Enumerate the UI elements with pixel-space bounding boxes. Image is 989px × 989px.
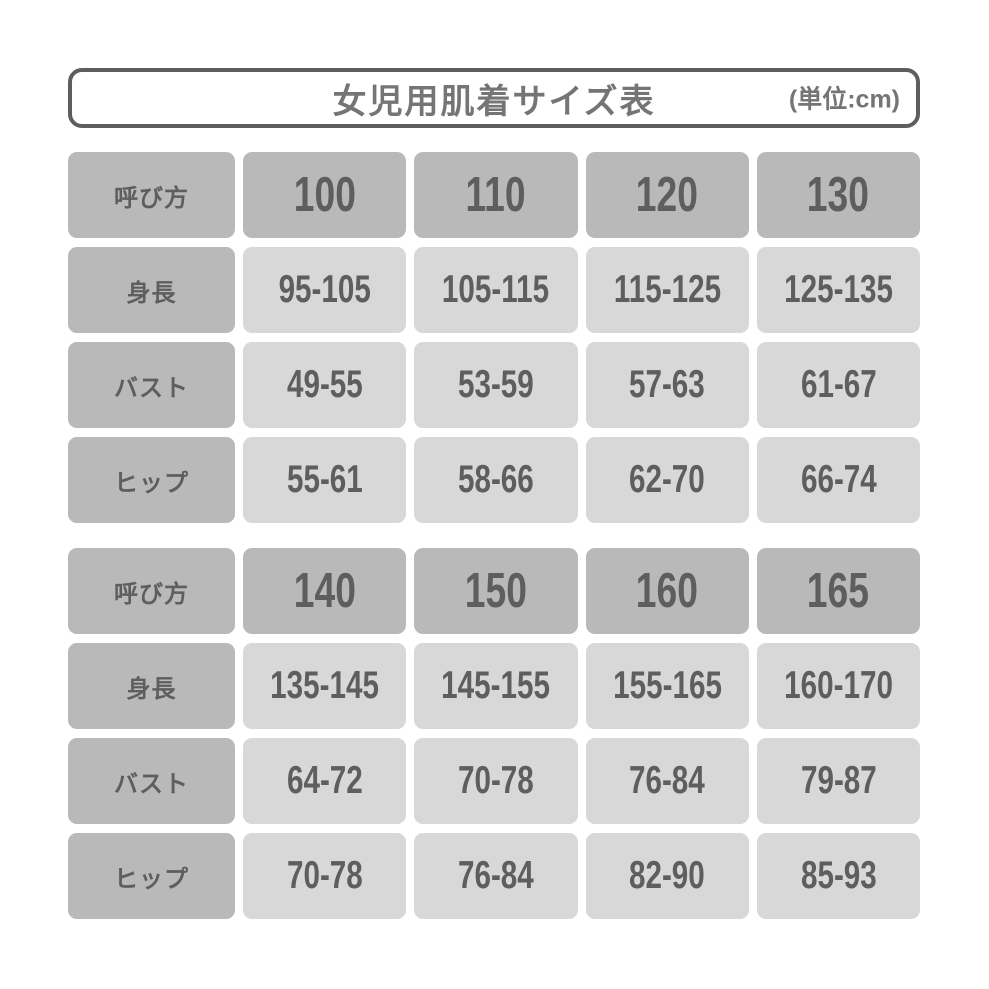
title-box: 女児用肌着サイズ表 (単位:cm): [68, 68, 920, 128]
page-title: 女児用肌着サイズ表: [332, 82, 656, 121]
value-cell: 53-59: [414, 342, 578, 428]
range-value: 49-55: [286, 363, 363, 406]
value-cell: 57-63: [585, 342, 749, 428]
range-value: 85-93: [800, 854, 877, 897]
header-label: 呼び方: [114, 184, 189, 212]
header-label: 呼び方: [114, 580, 189, 608]
value-cell: 155-165: [585, 643, 749, 729]
range-value: 76-84: [457, 854, 534, 897]
range-value: 95-105: [278, 268, 371, 311]
range-value: 55-61: [286, 458, 363, 501]
size-header-cell: 150: [414, 548, 578, 634]
size-value: 165: [807, 564, 870, 618]
range-value: 76-84: [629, 759, 706, 802]
size-table-100-130: 呼び方 100 110 120 130 身長 95-105 105-1: [68, 152, 920, 523]
size-header-cell: 165: [756, 548, 920, 634]
row-label-cell: バスト: [68, 738, 235, 824]
range-value: 82-90: [629, 854, 706, 897]
range-value: 160-170: [783, 664, 893, 707]
size-value: 120: [636, 168, 699, 222]
range-value: 53-59: [457, 363, 534, 406]
range-value: 57-63: [629, 363, 706, 406]
unit-label: (単位:cm): [788, 85, 900, 114]
size-value: 100: [293, 168, 356, 222]
value-cell: 82-90: [585, 833, 749, 919]
size-table-140-165: 呼び方 140 150 160 165 身長 135-145 145-: [68, 548, 920, 919]
value-cell: 55-61: [243, 437, 407, 523]
value-cell: 70-78: [414, 738, 578, 824]
row-label-cell: ヒップ: [68, 833, 235, 919]
size-value: 110: [465, 168, 526, 222]
value-cell: 160-170: [756, 643, 920, 729]
row-label-cell: 身長: [68, 643, 235, 729]
value-cell: 58-66: [414, 437, 578, 523]
size-header-cell: 140: [243, 548, 407, 634]
range-value: 155-165: [612, 664, 722, 707]
size-value: 150: [464, 564, 527, 618]
header-label-cell: 呼び方: [68, 548, 235, 634]
range-value: 58-66: [457, 458, 534, 501]
size-header-cell: 130: [756, 152, 920, 238]
range-value: 70-78: [286, 854, 363, 897]
size-header-cell: 120: [585, 152, 749, 238]
value-cell: 66-74: [756, 437, 920, 523]
range-value: 62-70: [629, 458, 706, 501]
row-label: バスト: [114, 374, 189, 402]
size-header-cell: 100: [243, 152, 407, 238]
row-label-cell: バスト: [68, 342, 235, 428]
row-label: バスト: [114, 770, 189, 798]
range-value: 79-87: [800, 759, 877, 802]
value-cell: 125-135: [756, 247, 920, 333]
range-value: 70-78: [457, 759, 534, 802]
size-header-cell: 160: [585, 548, 749, 634]
value-cell: 79-87: [756, 738, 920, 824]
row-label-cell: 身長: [68, 247, 235, 333]
range-value: 105-115: [442, 268, 550, 311]
value-cell: 49-55: [243, 342, 407, 428]
size-value: 140: [293, 564, 356, 618]
range-value: 64-72: [286, 759, 363, 802]
row-label: ヒップ: [114, 865, 189, 893]
row-label: 身長: [126, 279, 177, 307]
value-cell: 135-145: [243, 643, 407, 729]
header-label-cell: 呼び方: [68, 152, 235, 238]
value-cell: 85-93: [756, 833, 920, 919]
range-value: 125-135: [783, 268, 893, 311]
size-value: 160: [636, 564, 699, 618]
range-value: 66-74: [800, 458, 877, 501]
value-cell: 64-72: [243, 738, 407, 824]
value-cell: 62-70: [585, 437, 749, 523]
range-value: 115-125: [613, 268, 721, 311]
size-header-cell: 110: [414, 152, 578, 238]
value-cell: 61-67: [756, 342, 920, 428]
row-label: 身長: [126, 675, 177, 703]
value-cell: 70-78: [243, 833, 407, 919]
range-value: 61-67: [800, 363, 877, 406]
value-cell: 145-155: [414, 643, 578, 729]
value-cell: 76-84: [585, 738, 749, 824]
value-cell: 76-84: [414, 833, 578, 919]
row-label-cell: ヒップ: [68, 437, 235, 523]
range-value: 135-145: [270, 664, 380, 707]
row-label: ヒップ: [114, 469, 189, 497]
range-value: 145-155: [441, 664, 551, 707]
value-cell: 95-105: [243, 247, 407, 333]
size-value: 130: [807, 168, 870, 222]
value-cell: 105-115: [414, 247, 578, 333]
value-cell: 115-125: [585, 247, 749, 333]
